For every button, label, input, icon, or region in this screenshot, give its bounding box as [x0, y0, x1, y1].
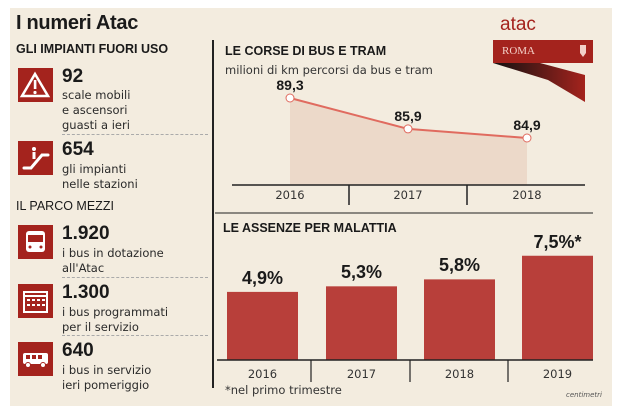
bar — [326, 286, 397, 360]
stat-text: i bus programmati — [62, 305, 169, 319]
divider — [62, 277, 208, 278]
x-tick-label: 2016 — [247, 367, 278, 381]
stat-value: 1.300 — [62, 282, 110, 303]
x-tick-label: 2019 — [542, 367, 573, 381]
bar — [227, 291, 298, 360]
stat-text: all'Atac — [62, 261, 105, 275]
escalator-icon — [18, 141, 53, 175]
divider — [62, 134, 208, 135]
section-title-impianti: GLI IMPIANTI FUORI USO — [16, 42, 169, 56]
stat-text: ieri pomeriggio — [62, 378, 150, 392]
logo-banner-text: ROMA — [502, 45, 536, 57]
x-tick-label: 2016 — [275, 188, 305, 202]
data-label: 85,9 — [394, 107, 422, 124]
section-title-parco-mezzi: IL PARCO MEZZI — [16, 199, 114, 213]
data-label: 89,3 — [276, 77, 304, 93]
bar-value-label: 5,3% — [340, 262, 383, 283]
data-point — [403, 124, 413, 134]
data-point — [285, 93, 295, 103]
bar — [522, 255, 593, 360]
credit: centimetri — [566, 391, 602, 399]
stat-text: i bus in servizio — [62, 363, 152, 377]
bar — [424, 279, 495, 360]
warning-escalator-icon — [18, 68, 53, 102]
column-divider — [212, 40, 214, 388]
logo-text: atac — [500, 14, 536, 35]
stat-text: scale mobili — [62, 88, 131, 102]
footnote: *nel primo trimestre — [225, 383, 342, 397]
line-chart-subtitle: milioni di km percorsi da bus e tram — [225, 63, 433, 77]
bar-chart-title: LE ASSENZE PER MALATTIA — [223, 221, 397, 235]
stat-text: per il servizio — [62, 320, 139, 334]
area-fill — [290, 98, 527, 185]
stat-text: i bus in dotazione — [62, 246, 164, 260]
stat-value: 92 — [62, 66, 84, 87]
bus-side-icon — [18, 342, 53, 376]
stat-value: 1.920 — [62, 223, 110, 244]
stat-text: e ascensori — [62, 103, 128, 117]
x-tick-label: 2018 — [512, 188, 542, 202]
page-title: I numeri Atac — [16, 12, 139, 34]
bus-front-icon — [18, 225, 53, 259]
divider — [62, 335, 208, 336]
x-tick-label: 2018 — [444, 367, 475, 381]
line-chart-title: LE CORSE DI BUS E TRAM — [225, 44, 387, 58]
x-tick-label: 2017 — [346, 367, 377, 381]
stat-text: nelle stazioni — [62, 177, 138, 191]
bar-value-label: 4,9% — [241, 267, 284, 288]
x-tick-label: 2017 — [393, 188, 423, 202]
stat-text: gli impianti — [62, 162, 127, 176]
stat-text: guasti a ieri — [62, 118, 130, 132]
bar-value-label: 5,8% — [438, 255, 481, 276]
data-label: 84,9 — [513, 117, 541, 133]
calendar-icon — [18, 284, 53, 318]
stat-value: 640 — [62, 340, 94, 361]
data-point — [522, 133, 532, 143]
bar-value-label: 7,5%* — [533, 231, 582, 252]
stat-value: 654 — [62, 139, 94, 160]
